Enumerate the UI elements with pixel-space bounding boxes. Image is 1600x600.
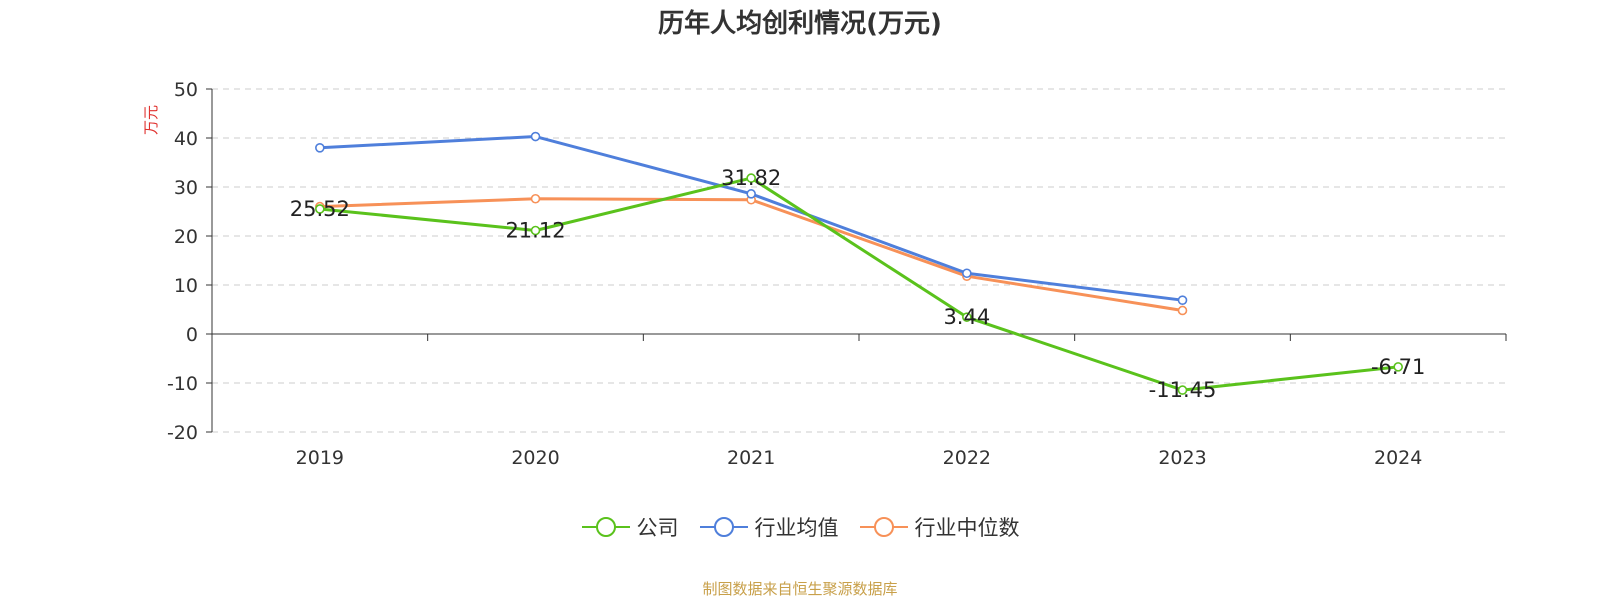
y-tick-label: 50	[174, 79, 198, 101]
x-tick-label: 2023	[1158, 447, 1206, 469]
data-label: 25.52	[290, 197, 350, 221]
grid-lines	[212, 88, 1506, 433]
legend-line-circle-icon	[581, 517, 630, 537]
y-tick-label: -10	[167, 373, 198, 395]
x-tick-label: 2021	[727, 447, 775, 469]
data-point	[530, 131, 541, 142]
data-point	[746, 173, 756, 183]
axes: 50 40 30 20 10 0 -10 -20 2019 2020 2021 2022 2023 202…	[142, 79, 1507, 469]
legend-item[interactable]: 行业均值	[699, 512, 839, 542]
legend-line-circle-icon	[859, 517, 908, 537]
data-point	[1177, 385, 1188, 395]
data-point	[1177, 305, 1188, 316]
data-label: 21.12	[505, 219, 565, 243]
chart-title: 历年人均创利情况(万元)	[658, 9, 942, 39]
data-label: 3.44	[943, 305, 990, 329]
data-label: -11.45	[1149, 378, 1217, 402]
data-point	[1177, 295, 1188, 305]
x-tick-label: 2019	[296, 447, 344, 469]
series-line-1	[319, 135, 1183, 302]
y-tick-label: 30	[174, 177, 198, 199]
y-axis-unit: 万元	[142, 105, 160, 135]
data-point	[746, 189, 756, 199]
data-point	[530, 193, 541, 204]
series-line-2	[319, 197, 1183, 312]
data-point	[315, 204, 325, 214]
x-tick-label: 2022	[943, 447, 991, 469]
y-tick-label: -20	[167, 422, 198, 444]
legend-label: 公司	[636, 516, 679, 540]
y-tick-label: 20	[174, 226, 198, 248]
source-note: 制图数据来自恒生聚源数据库	[702, 580, 898, 598]
legend-label: 行业均值	[754, 516, 839, 540]
data-point	[1393, 362, 1403, 372]
data-point	[962, 268, 972, 279]
data-point	[962, 312, 972, 322]
legend-label: 行业中位数	[914, 516, 1020, 540]
data-point	[530, 225, 541, 236]
x-tick-label: 2020	[511, 447, 559, 469]
data-labels: 25.52 21.12 31.82 3.44 -11.45 -6.71	[290, 166, 1426, 402]
y-tick-label: 10	[174, 275, 198, 297]
data-point	[315, 143, 325, 153]
y-tick-label: 40	[174, 128, 198, 150]
data-label: 31.82	[721, 166, 781, 190]
data-label: -6.71	[1371, 355, 1425, 379]
series-line-0	[319, 176, 1399, 392]
x-tick-label: 2024	[1374, 447, 1422, 469]
legend-line-circle-icon	[699, 517, 748, 537]
legend-item[interactable]: 公司	[581, 512, 679, 542]
series-lines	[315, 131, 1403, 395]
legend-item[interactable]: 行业中位数	[859, 512, 1020, 542]
legend: 公司 行业均值 行业中位数	[0, 512, 1600, 542]
y-tick-label: 0	[186, 324, 198, 346]
